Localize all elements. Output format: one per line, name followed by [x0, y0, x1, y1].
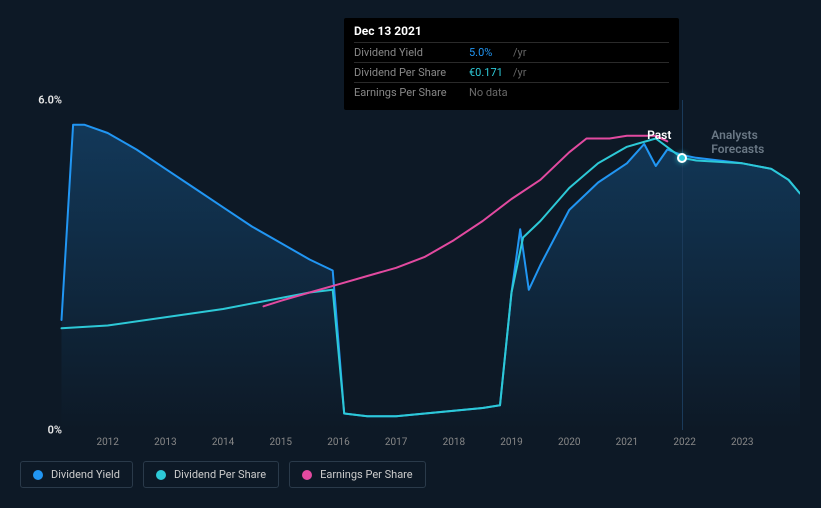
- x-axis-label: 2022: [673, 437, 695, 448]
- chart-legend: Dividend Yield Dividend Per Share Earnings…: [20, 461, 426, 488]
- tooltip-key: Dividend Yield: [354, 46, 469, 59]
- x-axis-label: 2012: [96, 437, 118, 448]
- highlight-marker: [677, 153, 687, 163]
- tooltip-value: €0.171: [469, 66, 509, 79]
- legend-item[interactable]: Dividend Yield: [20, 461, 133, 488]
- tooltip-value: 5.0%: [469, 46, 509, 59]
- y-axis-label: 6.0%: [38, 94, 62, 107]
- tooltip-date: Dec 13 2021: [354, 24, 669, 42]
- tooltip-row: Dividend Yield5.0% /yr: [354, 42, 669, 62]
- legend-item[interactable]: Earnings Per Share: [289, 461, 426, 488]
- forecast-region-label: Analysts Forecasts: [711, 128, 770, 156]
- tooltip-value: No data: [469, 86, 509, 99]
- tooltip-unit: /yr: [513, 46, 526, 59]
- past-region-label: Past: [647, 128, 671, 142]
- x-axis-label: 2023: [731, 437, 753, 448]
- x-axis-label: 2013: [154, 437, 176, 448]
- legend-label: Dividend Per Share: [174, 468, 266, 481]
- x-axis-label: 2014: [212, 437, 234, 448]
- tooltip-key: Earnings Per Share: [354, 86, 469, 99]
- tooltip-key: Dividend Per Share: [354, 66, 469, 79]
- x-axis-label: 2021: [616, 437, 638, 448]
- x-axis-label: 2019: [500, 437, 522, 448]
- x-axis-label: 2017: [385, 437, 407, 448]
- past-forecast-divider: [682, 100, 683, 430]
- legend-swatch: [33, 470, 43, 480]
- legend-label: Dividend Yield: [51, 468, 120, 481]
- dividend-chart: 0%6.0%PastAnalysts Forecasts 20122013201…: [20, 100, 800, 460]
- tooltip-row: Dividend Per Share€0.171/yr: [354, 62, 669, 82]
- x-axis-label: 2015: [270, 437, 292, 448]
- tooltip-unit: /yr: [513, 66, 526, 79]
- legend-item[interactable]: Dividend Per Share: [143, 461, 279, 488]
- chart-tooltip: Dec 13 2021 Dividend Yield5.0%/yrDividen…: [344, 18, 679, 110]
- tooltip-row: Earnings Per ShareNo data: [354, 82, 669, 102]
- legend-swatch: [156, 470, 166, 480]
- y-axis-label: 0%: [48, 424, 62, 437]
- legend-swatch: [302, 470, 312, 480]
- legend-label: Earnings Per Share: [320, 468, 413, 481]
- x-axis-label: 2020: [558, 437, 580, 448]
- x-axis-label: 2018: [443, 437, 465, 448]
- x-axis-label: 2016: [327, 437, 349, 448]
